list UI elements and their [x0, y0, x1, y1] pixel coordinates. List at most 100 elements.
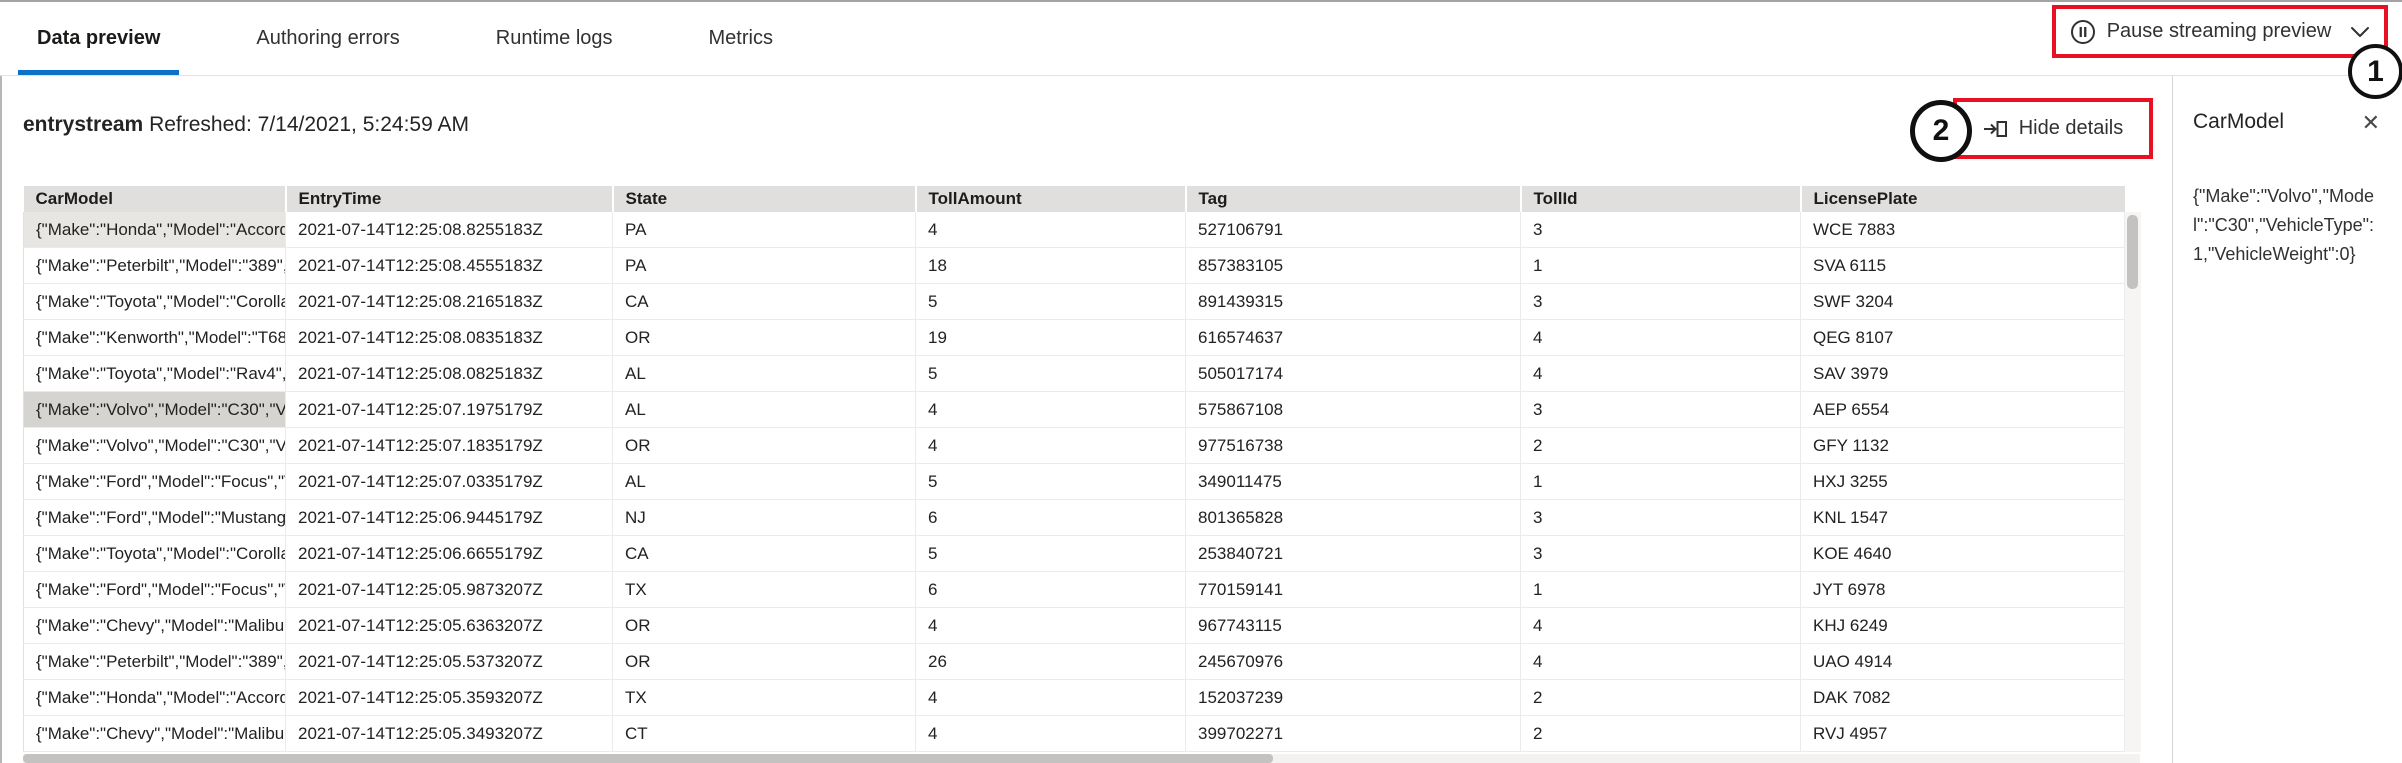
vertical-scrollbar[interactable] — [2124, 212, 2141, 752]
cell-entrytime[interactable]: 2021-07-14T12:25:08.8255183Z — [285, 212, 613, 248]
cell-tollid[interactable]: 3 — [1520, 535, 1801, 572]
cell-entrytime[interactable]: 2021-07-14T12:25:08.2165183Z — [285, 283, 613, 320]
cell-tollamount[interactable]: 4 — [915, 715, 1186, 752]
cell-tag[interactable]: 245670976 — [1185, 643, 1521, 680]
cell-state[interactable]: OR — [612, 427, 916, 464]
cell-tollamount[interactable]: 5 — [915, 355, 1186, 392]
pause-streaming-preview-button[interactable]: Pause streaming preview — [2106, 20, 2332, 42]
column-header-state[interactable]: State — [612, 186, 917, 212]
cell-entrytime[interactable]: 2021-07-14T12:25:05.9873207Z — [285, 571, 613, 608]
cell-tag[interactable]: 152037239 — [1185, 679, 1521, 716]
cell-tag[interactable]: 399702271 — [1185, 715, 1521, 752]
cell-tag[interactable]: 527106791 — [1185, 212, 1521, 248]
cell-tollamount[interactable]: 5 — [915, 283, 1186, 320]
cell-licenseplate[interactable]: KOE 4640 — [1800, 535, 2125, 572]
cell-licenseplate[interactable]: AEP 6554 — [1800, 391, 2125, 428]
cell-licenseplate[interactable]: KNL 1547 — [1800, 499, 2125, 536]
tab-runtime-logs[interactable]: Runtime logs — [495, 27, 613, 49]
cell-entrytime[interactable]: 2021-07-14T12:25:06.6655179Z — [285, 535, 613, 572]
vertical-scrollbar-thumb[interactable] — [2127, 215, 2138, 289]
column-header-tollid[interactable]: TollId — [1520, 186, 1802, 212]
cell-carmodel[interactable]: {"Make":"Chevy","Model":"Malibu"," — [23, 607, 286, 644]
horizontal-scrollbar-thumb[interactable] — [23, 754, 1273, 763]
tab-data-preview[interactable]: Data preview — [18, 2, 180, 75]
cell-entrytime[interactable]: 2021-07-14T12:25:08.4555183Z — [285, 247, 613, 284]
cell-carmodel[interactable]: {"Make":"Peterbilt","Model":"389","V — [23, 643, 286, 680]
cell-tollamount[interactable]: 19 — [915, 319, 1186, 356]
cell-state[interactable]: TX — [612, 679, 916, 716]
cell-state[interactable]: NJ — [612, 499, 916, 536]
cell-tollid[interactable]: 4 — [1520, 643, 1801, 680]
cell-tag[interactable]: 801365828 — [1185, 499, 1521, 536]
cell-tollamount[interactable]: 4 — [915, 391, 1186, 428]
cell-tag[interactable]: 857383105 — [1185, 247, 1521, 284]
column-header-tollamount[interactable]: TollAmount — [915, 186, 1187, 212]
tab-metrics[interactable]: Metrics — [708, 27, 773, 49]
cell-carmodel[interactable]: {"Make":"Chevy","Model":"Malibu"," — [23, 715, 286, 752]
cell-licenseplate[interactable]: WCE 7883 — [1800, 212, 2125, 248]
cell-tollid[interactable]: 4 — [1520, 355, 1801, 392]
cell-tag[interactable]: 505017174 — [1185, 355, 1521, 392]
cell-tollid[interactable]: 1 — [1520, 247, 1801, 284]
cell-state[interactable]: AL — [612, 391, 916, 428]
cell-tag[interactable]: 349011475 — [1185, 463, 1521, 500]
cell-tag[interactable]: 616574637 — [1185, 319, 1521, 356]
cell-tag[interactable]: 891439315 — [1185, 283, 1521, 320]
cell-tag[interactable]: 770159141 — [1185, 571, 1521, 608]
cell-tollamount[interactable]: 4 — [915, 607, 1186, 644]
cell-entrytime[interactable]: 2021-07-14T12:25:07.1975179Z — [285, 391, 613, 428]
column-header-entrytime[interactable]: EntryTime — [285, 186, 614, 212]
cell-tollid[interactable]: 3 — [1520, 283, 1801, 320]
cell-tollamount[interactable]: 6 — [915, 571, 1186, 608]
cell-carmodel[interactable]: {"Make":"Ford","Model":"Focus","Vel — [23, 463, 286, 500]
cell-tag[interactable]: 575867108 — [1185, 391, 1521, 428]
cell-tollid[interactable]: 1 — [1520, 571, 1801, 608]
cell-state[interactable]: CT — [612, 715, 916, 752]
cell-carmodel[interactable]: {"Make":"Honda","Model":"Accord"," — [23, 212, 286, 248]
cell-tollamount[interactable]: 6 — [915, 499, 1186, 536]
column-header-tag[interactable]: Tag — [1185, 186, 1522, 212]
cell-tollid[interactable]: 1 — [1520, 463, 1801, 500]
cell-carmodel[interactable]: {"Make":"Peterbilt","Model":"389","V — [23, 247, 286, 284]
cell-tag[interactable]: 253840721 — [1185, 535, 1521, 572]
column-header-carmodel[interactable]: CarModel — [23, 186, 287, 212]
cell-state[interactable]: TX — [612, 571, 916, 608]
cell-carmodel[interactable]: {"Make":"Ford","Model":"Mustang"," — [23, 499, 286, 536]
column-header-licenseplate[interactable]: LicensePlate — [1800, 186, 2125, 212]
cell-carmodel[interactable]: {"Make":"Ford","Model":"Focus","Vel — [23, 571, 286, 608]
chevron-down-icon[interactable] — [2350, 26, 2370, 38]
cell-tollid[interactable]: 3 — [1520, 212, 1801, 248]
tab-authoring-errors[interactable]: Authoring errors — [256, 27, 400, 49]
cell-carmodel[interactable]: {"Make":"Volvo","Model":"C30","Veh — [23, 391, 286, 428]
cell-tollid[interactable]: 3 — [1520, 499, 1801, 536]
cell-entrytime[interactable]: 2021-07-14T12:25:05.3493207Z — [285, 715, 613, 752]
cell-tollid[interactable]: 4 — [1520, 607, 1801, 644]
cell-entrytime[interactable]: 2021-07-14T12:25:05.6363207Z — [285, 607, 613, 644]
cell-state[interactable]: OR — [612, 643, 916, 680]
cell-tollamount[interactable]: 5 — [915, 463, 1186, 500]
cell-licenseplate[interactable]: RVJ 4957 — [1800, 715, 2125, 752]
cell-entrytime[interactable]: 2021-07-14T12:25:08.0835183Z — [285, 319, 613, 356]
cell-state[interactable]: AL — [612, 355, 916, 392]
cell-entrytime[interactable]: 2021-07-14T12:25:05.3593207Z — [285, 679, 613, 716]
close-icon[interactable]: ✕ — [2361, 110, 2380, 135]
cell-licenseplate[interactable]: HXJ 3255 — [1800, 463, 2125, 500]
cell-tollamount[interactable]: 5 — [915, 535, 1186, 572]
cell-tollid[interactable]: 2 — [1520, 715, 1801, 752]
hide-details-button[interactable]: Hide details — [2018, 117, 2124, 139]
cell-entrytime[interactable]: 2021-07-14T12:25:07.0335179Z — [285, 463, 613, 500]
cell-licenseplate[interactable]: KHJ 6249 — [1800, 607, 2125, 644]
cell-state[interactable]: OR — [612, 607, 916, 644]
cell-state[interactable]: PA — [612, 247, 916, 284]
cell-carmodel[interactable]: {"Make":"Volvo","Model":"C30","Veh — [23, 427, 286, 464]
cell-tollid[interactable]: 4 — [1520, 319, 1801, 356]
cell-tollid[interactable]: 3 — [1520, 391, 1801, 428]
cell-tollamount[interactable]: 4 — [915, 427, 1186, 464]
cell-licenseplate[interactable]: QEG 8107 — [1800, 319, 2125, 356]
horizontal-scrollbar[interactable] — [23, 754, 2140, 763]
cell-state[interactable]: AL — [612, 463, 916, 500]
cell-carmodel[interactable]: {"Make":"Kenworth","Model":"T680", — [23, 319, 286, 356]
cell-entrytime[interactable]: 2021-07-14T12:25:05.5373207Z — [285, 643, 613, 680]
cell-carmodel[interactable]: {"Make":"Honda","Model":"Accord"," — [23, 679, 286, 716]
cell-state[interactable]: CA — [612, 283, 916, 320]
